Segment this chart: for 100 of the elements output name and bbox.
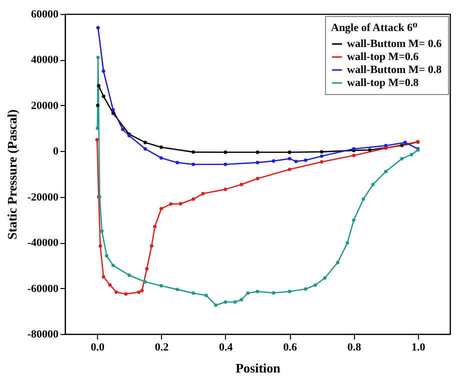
point: [410, 152, 414, 156]
point: [400, 144, 404, 148]
point: [143, 140, 147, 144]
point: [288, 290, 292, 294]
point: [233, 300, 237, 304]
y-tick-label: 60000: [31, 8, 59, 20]
point: [111, 111, 115, 115]
point: [214, 303, 218, 307]
point: [371, 182, 375, 186]
point: [320, 160, 324, 164]
point: [121, 128, 124, 132]
y-tick-label: -40000: [27, 237, 59, 250]
point: [246, 291, 250, 295]
point: [104, 254, 108, 258]
y-tick-label: -60000: [27, 282, 59, 295]
point: [137, 290, 141, 294]
x-tick-label: 0.2: [154, 342, 170, 354]
point: [102, 69, 106, 73]
x-tick-label: 1.0: [412, 342, 426, 354]
point: [224, 300, 228, 304]
point: [192, 150, 196, 154]
point: [288, 156, 292, 160]
point: [224, 162, 228, 166]
point: [224, 188, 228, 192]
point: [272, 159, 276, 163]
point: [256, 150, 260, 154]
legend-label: wall-Buttom M= 0.6: [347, 38, 442, 50]
point: [192, 197, 196, 201]
y-tick-label: 0: [53, 146, 59, 158]
point: [98, 244, 102, 248]
point: [352, 154, 356, 158]
point: [100, 229, 104, 233]
point: [400, 156, 404, 160]
point: [192, 162, 196, 166]
point: [111, 108, 115, 112]
point: [127, 274, 131, 277]
x-tick-label: 0.6: [283, 342, 298, 354]
point: [362, 197, 366, 201]
point: [160, 146, 163, 149]
point: [145, 267, 149, 271]
point: [143, 280, 147, 284]
point: [336, 260, 340, 264]
point: [96, 56, 100, 60]
point: [224, 150, 228, 154]
y-axis-title: Static Pressure (Pascal): [4, 109, 20, 240]
y-tick-label: 20000: [31, 100, 59, 112]
point: [153, 224, 157, 228]
point: [96, 84, 100, 88]
legend-label: wall-top M=0.8: [347, 77, 420, 89]
point: [114, 290, 118, 294]
point: [256, 290, 260, 294]
y-tick-label: -20000: [27, 191, 59, 204]
point: [124, 292, 128, 296]
legend-label: wall-Buttom M= 0.8: [347, 64, 442, 76]
point: [368, 148, 372, 152]
point: [256, 160, 260, 164]
point: [160, 156, 163, 160]
point: [140, 288, 144, 292]
point: [143, 147, 147, 151]
point: [403, 140, 407, 144]
point: [102, 275, 106, 279]
point: [320, 154, 324, 158]
point: [204, 294, 208, 298]
point: [294, 160, 298, 164]
x-axis-title: Position: [236, 360, 282, 376]
point: [346, 241, 350, 245]
point: [201, 192, 205, 196]
point: [314, 283, 317, 287]
point: [256, 176, 260, 180]
y-tick-label: 40000: [31, 54, 59, 66]
point: [304, 287, 308, 291]
point: [288, 168, 292, 172]
point: [102, 94, 106, 98]
x-tick-label: 0.8: [347, 342, 362, 354]
legend-title: Angle of Attack 6⁰: [331, 22, 418, 34]
point: [304, 158, 308, 162]
point: [150, 244, 154, 248]
x-tick-label: 0.4: [219, 342, 234, 354]
point: [240, 182, 244, 186]
point: [272, 291, 276, 295]
point: [176, 288, 180, 292]
point: [320, 150, 324, 154]
point: [323, 276, 327, 280]
point: [192, 291, 196, 295]
legend-label: wall-top M=0.6: [347, 51, 420, 63]
point: [176, 160, 180, 164]
y-tick-label: -80000: [27, 328, 59, 340]
point: [160, 207, 163, 210]
point: [169, 202, 173, 206]
point: [352, 218, 356, 222]
point: [95, 138, 99, 142]
point: [108, 283, 112, 287]
x-tick-label: 0.0: [90, 342, 105, 354]
point: [111, 264, 115, 268]
point: [384, 170, 388, 174]
point: [160, 284, 163, 288]
point: [96, 26, 100, 30]
point: [288, 150, 292, 154]
point: [96, 104, 100, 108]
point: [240, 298, 244, 302]
